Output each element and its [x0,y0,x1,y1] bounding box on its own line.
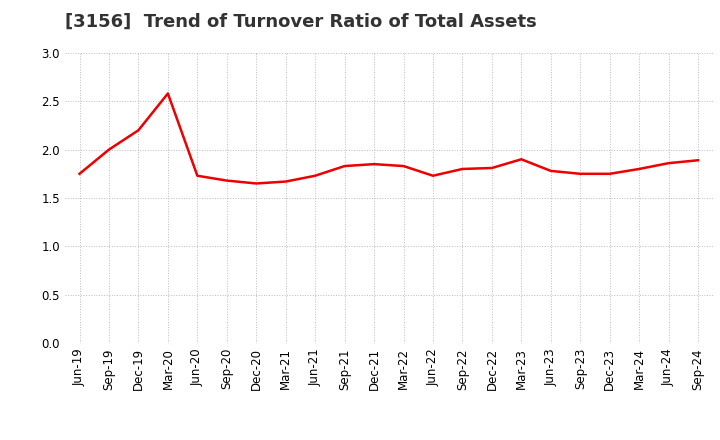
Text: [3156]  Trend of Turnover Ratio of Total Assets: [3156] Trend of Turnover Ratio of Total … [65,13,536,31]
